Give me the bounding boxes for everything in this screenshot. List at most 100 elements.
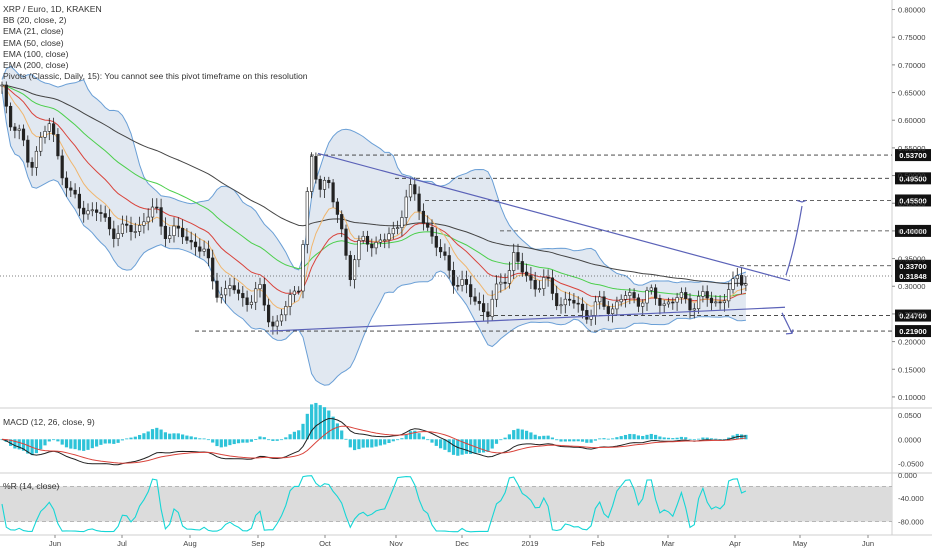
candle xyxy=(507,270,512,284)
candle xyxy=(4,84,8,107)
price-tick-label: 0.10000 xyxy=(898,393,925,402)
candle xyxy=(322,179,327,190)
wr-band xyxy=(0,486,892,522)
candle xyxy=(469,284,473,298)
candle xyxy=(348,255,352,280)
arrow-head-down xyxy=(785,329,794,335)
macd-hist-bar xyxy=(99,439,103,445)
wr-label[interactable]: %R (14, close) xyxy=(3,481,60,491)
macd-hist-bar xyxy=(279,439,284,441)
macd-hist-bar xyxy=(408,431,413,440)
candle xyxy=(718,301,722,304)
macd-hist-bar xyxy=(39,439,43,450)
price-tick-label: 0.20000 xyxy=(898,338,925,347)
legend-ema100[interactable]: EMA (100, close) xyxy=(3,48,69,59)
candle xyxy=(481,303,486,313)
candle xyxy=(464,279,469,285)
macd-hist-bar xyxy=(525,430,529,440)
candle xyxy=(318,178,322,190)
level-tag-label: 0.49500 xyxy=(899,174,926,183)
candle xyxy=(529,275,533,281)
macd-hist-bar xyxy=(469,439,473,454)
candle xyxy=(258,284,262,290)
macd-hist-bar xyxy=(744,434,748,440)
level-tag xyxy=(895,172,931,185)
candle xyxy=(593,301,597,317)
candle xyxy=(524,271,529,276)
legend-ema21[interactable]: EMA (21, close) xyxy=(3,26,64,37)
macd-label[interactable]: MACD (12, 26, close, 9) xyxy=(3,417,95,427)
macd-hist-bar xyxy=(722,438,726,440)
macd-hist-bar xyxy=(232,439,236,445)
candle xyxy=(95,209,99,213)
candle xyxy=(675,297,679,303)
symbol-title[interactable]: XRP / Euro, 1D, KRAKEN xyxy=(3,4,102,14)
candle xyxy=(705,291,709,299)
macd-hist-bar xyxy=(224,439,228,447)
candle xyxy=(198,246,202,252)
time-tick-label: Aug xyxy=(183,539,197,548)
candle xyxy=(533,279,537,290)
candle xyxy=(236,289,241,294)
macd-hist-bar xyxy=(172,433,176,440)
macd-hist-bar xyxy=(241,439,245,443)
candle xyxy=(327,179,331,184)
macd-hist-bar xyxy=(52,439,56,441)
candle xyxy=(73,189,77,195)
candle xyxy=(709,297,714,304)
macd-hist-bar xyxy=(499,439,503,441)
candle xyxy=(215,280,219,298)
candle xyxy=(0,84,4,87)
candle xyxy=(275,320,279,327)
time-tick-label: Jul xyxy=(117,539,127,548)
legend-pivots[interactable]: Pivots (Classic, Daily, 15): You cannot … xyxy=(3,71,308,82)
macd-hist-bar xyxy=(142,433,146,440)
macd-hist-bar xyxy=(340,430,344,440)
legend-bb[interactable]: BB (20, close, 2) xyxy=(3,15,67,26)
macd-hist-bar xyxy=(262,437,266,440)
macd-hist-bar xyxy=(365,439,370,448)
candle xyxy=(34,150,38,168)
macd-tick-label: 0.0000 xyxy=(898,435,921,444)
macd-hist-bar xyxy=(176,433,180,440)
candle xyxy=(701,291,705,297)
candle xyxy=(172,225,176,236)
macd-hist-bar xyxy=(555,439,559,441)
macd-hist-bar xyxy=(460,439,464,455)
candle xyxy=(254,288,258,303)
macd-hist-bar xyxy=(206,439,210,441)
candle xyxy=(309,156,314,192)
macd-hist-bar xyxy=(163,432,167,440)
macd-hist-bar xyxy=(649,433,653,440)
legend-ema200[interactable]: EMA (200, close) xyxy=(3,60,69,71)
macd-hist-bar xyxy=(516,428,520,440)
candle xyxy=(451,270,456,286)
macd-hist-bar xyxy=(688,438,692,440)
legend-ema50[interactable]: EMA (50, close) xyxy=(3,37,64,48)
macd-hist-bar xyxy=(658,436,662,440)
candle xyxy=(731,278,735,290)
macd-hist-bar xyxy=(477,439,481,453)
ema21-line xyxy=(1,84,747,310)
macd-hist-bar xyxy=(103,439,107,444)
macd-hist-bar xyxy=(211,439,215,443)
macd-hist-bar xyxy=(434,439,438,446)
current-price-tag xyxy=(895,270,931,283)
price-tick-label: 0.40000 xyxy=(898,227,925,236)
candle xyxy=(146,216,150,223)
candle xyxy=(619,299,623,303)
candle xyxy=(241,293,245,299)
macd-hist-bar xyxy=(69,439,73,449)
macd-hist-bar xyxy=(490,439,494,449)
macd-hist-bar xyxy=(396,439,400,441)
candle xyxy=(443,251,447,256)
candle xyxy=(107,217,112,230)
candle xyxy=(688,298,692,311)
price-tick-label: 0.80000 xyxy=(898,6,925,15)
macd-hist-bar xyxy=(520,429,524,440)
candle xyxy=(292,290,297,295)
candle xyxy=(245,297,249,305)
macd-hist-bar xyxy=(580,439,585,442)
